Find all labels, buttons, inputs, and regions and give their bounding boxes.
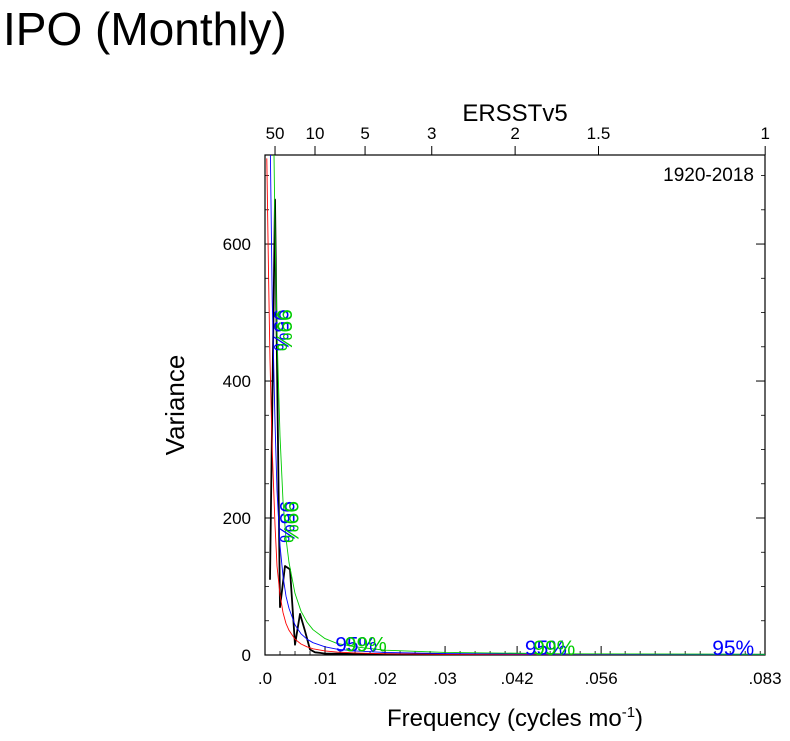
y-tick-label: 600 bbox=[223, 235, 251, 254]
x-axis-label-text: Frequency (cycles mo bbox=[387, 705, 622, 732]
labels-layer: ERSSTv5 1920-2018 Variance Frequency (cy… bbox=[160, 100, 754, 732]
top-tick-label: 3 bbox=[427, 124, 436, 143]
confidence-label: 99% bbox=[345, 634, 387, 657]
page-title: IPO (Monthly) bbox=[3, 3, 287, 55]
top-tick-label: 10 bbox=[306, 124, 325, 143]
x-tick-label: .042 bbox=[501, 669, 534, 688]
x-axis-label: Frequency (cycles mo-1) bbox=[387, 704, 643, 732]
top-axis-title: ERSSTv5 bbox=[462, 100, 567, 127]
confidence-label: 99% bbox=[279, 501, 302, 543]
confidence-label: 99% bbox=[273, 309, 296, 351]
series-line-markov-red-noise bbox=[266, 158, 765, 655]
top-tick-label: 1.5 bbox=[587, 124, 611, 143]
x-tick-label: .02 bbox=[373, 669, 397, 688]
confidence-label: 95% bbox=[712, 637, 754, 660]
x-axis-label-close: ) bbox=[635, 705, 643, 732]
y-axis-label: Variance bbox=[160, 355, 190, 456]
x-axis-label-sup: -1 bbox=[622, 704, 635, 721]
x-tick-label: .056 bbox=[585, 669, 618, 688]
top-tick-label: 2 bbox=[510, 124, 519, 143]
confidence-label: 95% bbox=[269, 309, 292, 351]
series-line-spectrum bbox=[269, 198, 765, 655]
y-tick-label: 400 bbox=[223, 372, 251, 391]
confidence-label: 99% bbox=[533, 637, 575, 660]
top-tick-label: 50 bbox=[266, 124, 285, 143]
x-tick-label: .0 bbox=[258, 669, 272, 688]
period-label: 1920-2018 bbox=[663, 165, 754, 186]
annotation-layer: 95%99%95%99%95%99% 95%99% 95% bbox=[269, 309, 754, 660]
axes-layer: .0 .01 .02 .03 .042 .056 .083 0 200 400 600 50 10 5 3 2… bbox=[223, 124, 782, 688]
series-line-95-confidence bbox=[269, 155, 765, 655]
x-tick-label: .083 bbox=[748, 669, 781, 688]
confidence-label: 95% bbox=[275, 501, 298, 543]
confidence-label: 95% bbox=[335, 634, 377, 657]
series-line-99-confidence bbox=[273, 155, 765, 655]
top-tick-label: 1 bbox=[760, 124, 769, 143]
plot-frame bbox=[264, 154, 766, 656]
x-tick-label: .01 bbox=[313, 669, 337, 688]
y-tick-label: 200 bbox=[223, 509, 251, 528]
series-layer bbox=[266, 155, 765, 655]
top-tick-label: 5 bbox=[360, 124, 369, 143]
y-tick-label: 0 bbox=[242, 646, 251, 665]
confidence-label: 95% bbox=[525, 637, 567, 660]
x-tick-label: .03 bbox=[433, 669, 457, 688]
